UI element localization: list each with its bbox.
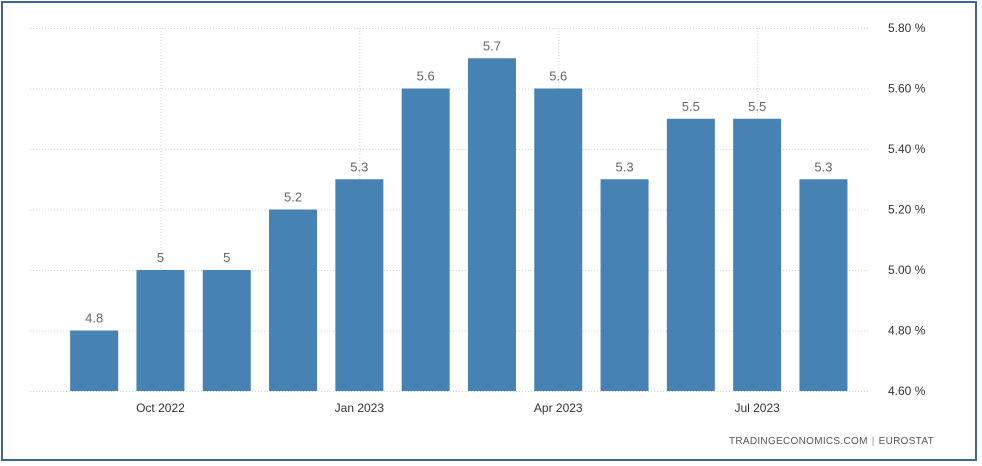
data-labels: 4.8 5 5 5.2 5.3 5.6 5.7 5.6 5.3 5.5 5.5 5.3 [85, 38, 832, 325]
x-tick-label-2: Jan 2023 [335, 401, 385, 415]
data-label-9: 5.3 [616, 159, 634, 174]
x-axis: Oct 2022 Jan 2023 Apr 2023 Jul 2023 [136, 401, 780, 415]
bar-12 [799, 179, 848, 391]
source-credit: TRADINGECONOMICS.COM | EUROSTAT [729, 436, 934, 447]
bar-3 [202, 270, 251, 391]
bar-1 [70, 330, 119, 391]
x-tick-label-1: Oct 2022 [136, 401, 185, 415]
data-label-4: 5.2 [284, 190, 302, 205]
bars [70, 58, 848, 391]
data-label-12: 5.3 [814, 159, 832, 174]
bar-11 [733, 118, 782, 391]
bar-8 [534, 88, 583, 391]
y-tick-label-5: 5.40 % [888, 142, 926, 156]
x-tick-label-4: Jul 2023 [734, 401, 780, 415]
bar-10 [666, 118, 715, 391]
source-separator: | [871, 436, 875, 447]
bar-4 [269, 209, 318, 391]
data-label-7: 5.7 [483, 38, 501, 53]
data-label-5: 5.3 [350, 159, 368, 174]
data-label-8: 5.6 [549, 69, 567, 84]
y-tick-label-4: 5.20 % [888, 203, 926, 217]
data-label-3: 5 [223, 250, 230, 265]
bar-5 [335, 179, 384, 391]
data-label-2: 5 [157, 250, 164, 265]
bar-9 [600, 179, 649, 391]
source-provider: EUROSTAT [878, 436, 934, 447]
source-site: TRADINGECONOMICS.COM [728, 436, 868, 447]
y-tick-label-3: 5.00 % [888, 263, 926, 277]
y-tick-label-6: 5.60 % [888, 82, 926, 96]
data-label-6: 5.6 [417, 69, 435, 84]
data-label-10: 5.5 [682, 99, 700, 114]
data-label-11: 5.5 [748, 99, 766, 114]
bar-2 [136, 270, 185, 391]
y-tick-label-1: 4.60 % [888, 384, 926, 398]
bar-7 [467, 58, 516, 391]
data-label-1: 4.8 [85, 311, 103, 326]
y-tick-label-2: 4.80 % [888, 324, 926, 338]
x-tick-label-3: Apr 2023 [534, 401, 583, 415]
y-axis: 4.60 % 4.80 % 5.00 % 5.20 % 5.40 % 5.60 % 5.80… [888, 21, 926, 398]
y-tick-label-7: 5.80 % [888, 21, 926, 35]
bar-6 [401, 88, 450, 391]
